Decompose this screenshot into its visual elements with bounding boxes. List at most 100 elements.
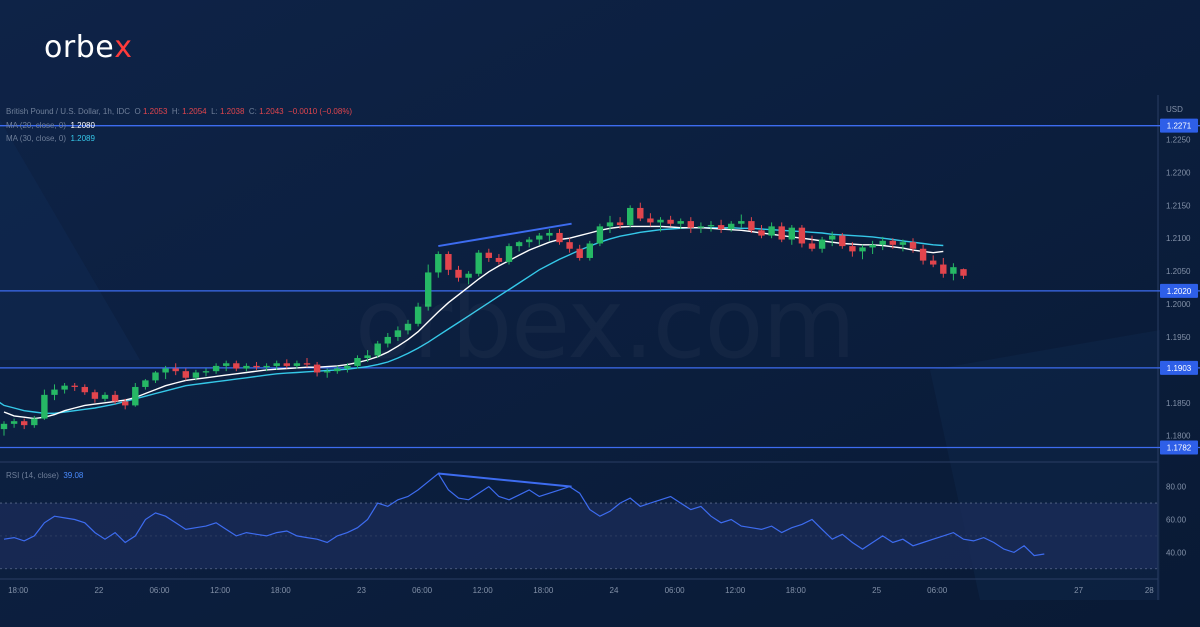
candle-body: [930, 260, 937, 265]
candle-body: [71, 385, 78, 387]
candle-body: [556, 232, 563, 243]
time-tick-label: 25: [872, 586, 881, 595]
candle-body: [697, 226, 705, 228]
time-tick-label: 06:00: [927, 586, 948, 595]
candle-body: [849, 246, 856, 252]
time-tick-label: 23: [357, 586, 366, 595]
candle-body: [41, 394, 48, 419]
candle-body: [940, 264, 947, 274]
level-label-box: [1160, 440, 1198, 455]
candle-body: [273, 363, 280, 366]
candle-body: [909, 242, 917, 249]
y-axis-unit: USD: [1166, 105, 1183, 114]
ma30-value: 1.2089: [70, 134, 95, 143]
candle-body: [798, 227, 806, 244]
low-value: 1.2038: [219, 107, 245, 116]
candle-body: [586, 243, 593, 258]
candle-body: [324, 371, 331, 373]
candle-body: [81, 386, 88, 393]
candle-body: [192, 372, 200, 378]
candle-body: [485, 252, 492, 258]
candle-body: [808, 243, 816, 249]
candle-body: [404, 323, 412, 331]
time-tick-label: 06:00: [412, 586, 433, 595]
candle-body: [31, 418, 38, 426]
candle-body: [677, 221, 684, 224]
price-divergence-line: [438, 222, 572, 248]
candle-body: [505, 246, 513, 262]
candle-body: [657, 219, 664, 223]
candle-body: [879, 240, 886, 245]
ma20-value: 1.2080: [70, 121, 95, 130]
time-tick-label: 28: [1145, 586, 1154, 595]
candle-body: [566, 242, 573, 249]
ma30-legend: MA (30, close, 0) 1.2089: [6, 134, 95, 143]
time-tick-label: 18:00: [786, 586, 807, 595]
candle-body: [818, 239, 826, 249]
orbex-logo: orbex: [44, 30, 133, 65]
rsi-line: [3, 472, 1045, 557]
price-tick-label: 1.2250: [1166, 135, 1191, 144]
ma20-legend: MA (20, close, 0) 1.2080: [6, 121, 95, 130]
candle-body: [101, 394, 109, 399]
candle-body: [111, 394, 119, 402]
instrument-title: British Pound / U.S. Dollar, 1h, IDC: [6, 107, 131, 116]
candle-body: [162, 368, 169, 373]
price-tick-label: 1.2050: [1166, 267, 1191, 276]
candle-body: [61, 385, 68, 390]
candle-body: [212, 365, 220, 372]
rsi-value: 39.08: [63, 471, 84, 480]
candle-body: [889, 240, 896, 245]
change-value: −0.0010 (−0.08%): [288, 107, 353, 116]
price-tick-label: 1.1850: [1166, 399, 1191, 408]
candle-body: [354, 358, 361, 366]
candle-body: [960, 269, 967, 276]
candle-body: [950, 267, 957, 274]
ma20-line: [3, 225, 944, 420]
high-value: 1.2054: [182, 107, 207, 116]
candle-body: [919, 248, 927, 261]
candle-body: [91, 392, 99, 399]
candle-body: [758, 230, 765, 236]
price-tick-label: 1.2150: [1166, 201, 1191, 210]
candle-body: [132, 386, 139, 406]
decor-left-shape: [0, 120, 140, 360]
price-tick-label: 1.2000: [1166, 300, 1191, 309]
time-tick-label: 12:00: [210, 586, 231, 595]
candle-body: [10, 421, 18, 424]
candle-body: [475, 252, 482, 274]
candle-body: [344, 365, 351, 369]
candle-body: [647, 218, 654, 223]
candle-body: [717, 225, 725, 230]
candle-body: [293, 363, 301, 366]
candle-body: [152, 372, 159, 381]
candle-body: [707, 225, 715, 227]
candle-body: [869, 244, 876, 248]
candle-body: [738, 221, 745, 224]
candle-body: [334, 368, 341, 372]
candle-body: [465, 273, 472, 278]
candle-body: [839, 235, 846, 247]
candle-body: [51, 389, 58, 395]
candle-body: [182, 371, 189, 378]
candle-body: [667, 219, 674, 224]
candle-body: [748, 221, 755, 231]
level-label-box: [1160, 360, 1198, 375]
price-tick-label: 1.2100: [1166, 234, 1191, 243]
price-tick-label: 1.1950: [1166, 333, 1191, 342]
time-tick-label: 27: [1074, 586, 1083, 595]
candle-body: [616, 222, 624, 226]
candle-body: [313, 364, 321, 373]
candle-body: [0, 423, 8, 430]
candle-body: [526, 239, 533, 243]
level-label-box: [1160, 118, 1198, 133]
watermark: orbex.com: [355, 268, 855, 380]
candle-body: [142, 380, 149, 387]
time-tick-label: 06:00: [149, 586, 170, 595]
candle-body: [627, 207, 634, 226]
candle-body: [394, 330, 402, 337]
candle-body: [829, 235, 836, 240]
candle-body: [243, 365, 250, 369]
time-tick-label: 18:00: [8, 586, 29, 595]
candle-body: [414, 306, 422, 324]
